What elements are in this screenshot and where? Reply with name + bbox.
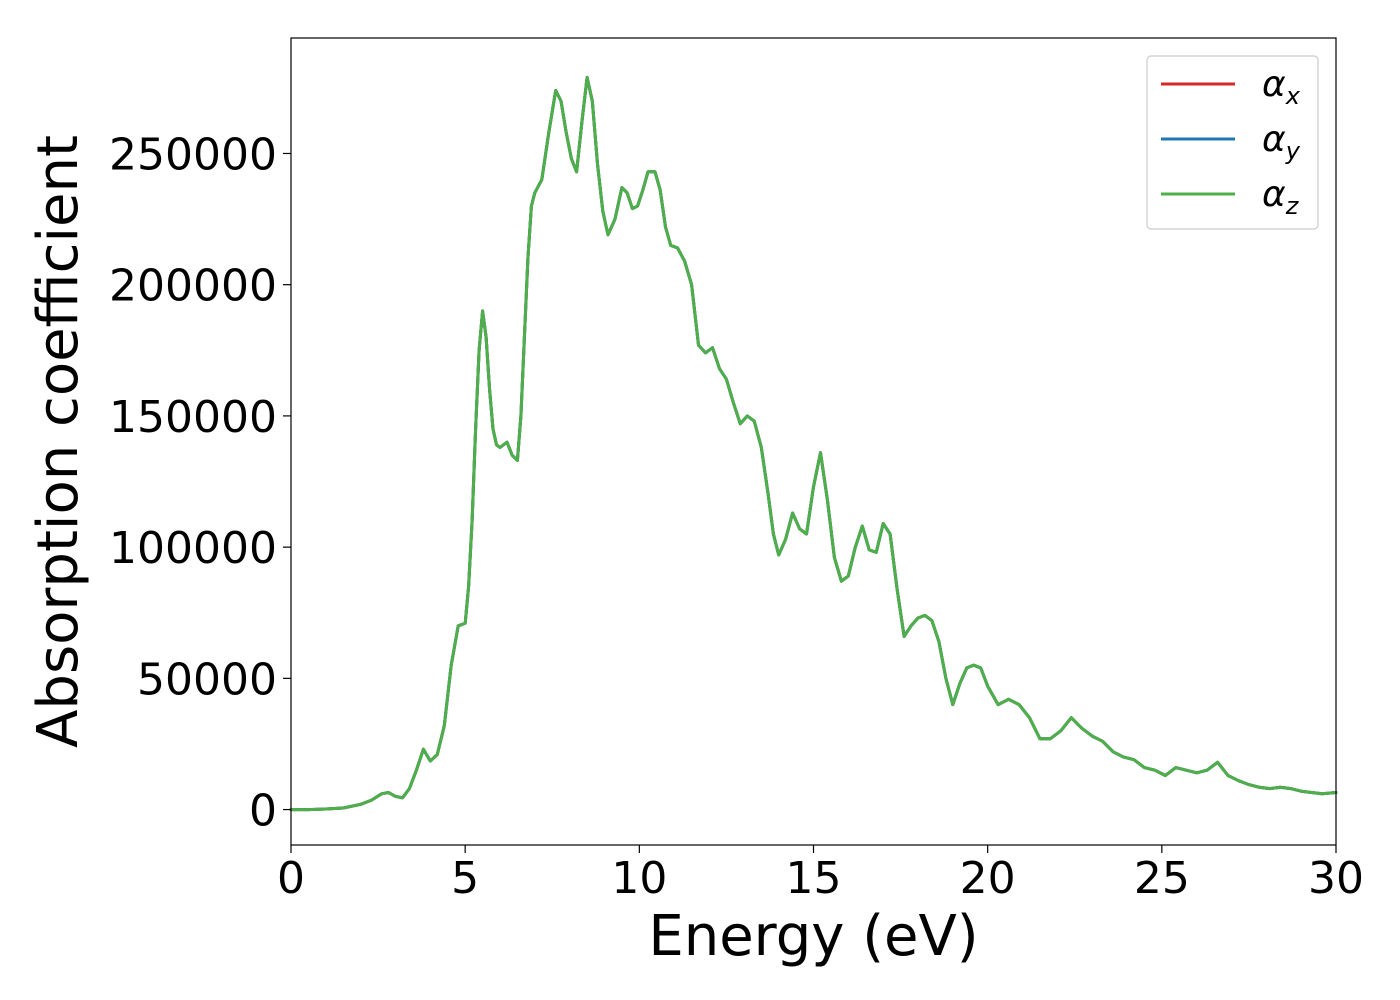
legend-subscript: y xyxy=(1285,137,1301,165)
legend-label: αx xyxy=(1262,64,1301,110)
x-tick-label: 30 xyxy=(1308,853,1364,904)
legend-label: αy xyxy=(1262,119,1301,165)
series-layer xyxy=(289,75,1338,812)
x-tick-label: 10 xyxy=(611,853,667,904)
x-tick-label: 0 xyxy=(277,853,305,904)
y-axis: 0 50000 100000 150000 200000 250000 xyxy=(109,129,291,837)
legend-subscript: z xyxy=(1285,192,1300,220)
legend-symbol: α xyxy=(1262,64,1286,105)
y-tick-label: 250000 xyxy=(109,129,277,180)
y-tick-label: 100000 xyxy=(109,523,277,574)
legend-label: αz xyxy=(1262,174,1300,220)
x-axis-title: Energy (eV) xyxy=(648,904,978,969)
x-tick-label: 20 xyxy=(960,853,1016,904)
y-tick-label: 0 xyxy=(249,786,277,837)
y-tick-label: 200000 xyxy=(109,261,277,312)
series-line--z xyxy=(289,75,1338,812)
y-axis-title: Absorption coefficient xyxy=(26,135,91,748)
x-axis: 0 5 10 15 20 25 30 xyxy=(277,845,1364,904)
legend-symbol: α xyxy=(1262,119,1286,160)
legend-subscript: x xyxy=(1285,82,1301,110)
x-tick-label: 5 xyxy=(451,853,479,904)
x-tick-label: 15 xyxy=(786,853,842,904)
y-tick-label: 150000 xyxy=(109,392,277,443)
legend-box xyxy=(1146,55,1319,230)
y-tick-label: 50000 xyxy=(137,654,277,705)
x-tick-label: 25 xyxy=(1134,853,1190,904)
legend-symbol: α xyxy=(1262,174,1286,215)
